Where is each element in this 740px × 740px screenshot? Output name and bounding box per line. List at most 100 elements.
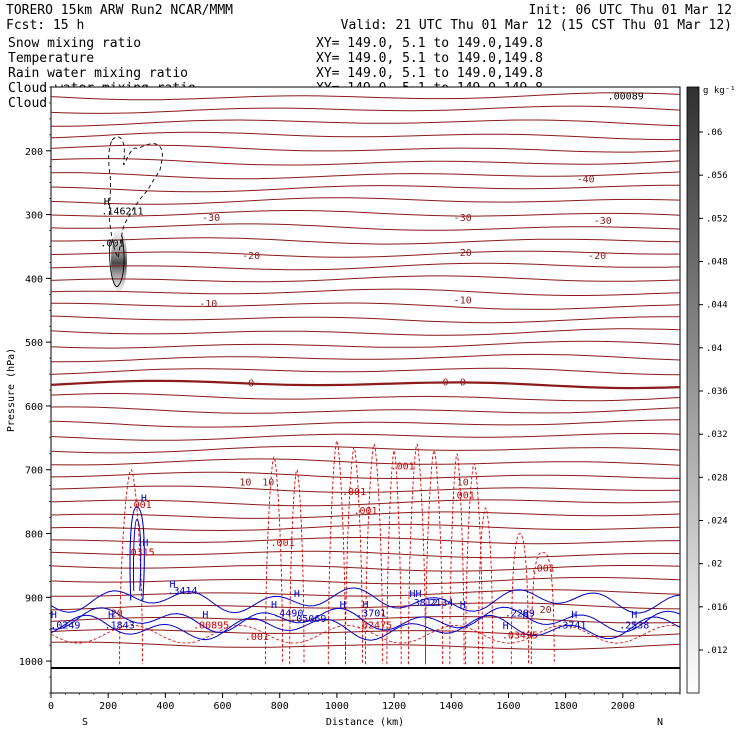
x-tick-label: 1400 — [439, 701, 463, 712]
moisture-label: .001 — [128, 500, 152, 511]
isotherm — [50, 445, 681, 454]
y-tick-label: 400 — [25, 274, 43, 285]
moisture-label: .2538 — [619, 620, 649, 631]
high-marker: H — [460, 600, 466, 611]
moisture-label: .1843 — [105, 620, 135, 631]
snow-contour — [109, 235, 125, 287]
moisture-label: .001 — [451, 490, 475, 501]
legend-xy: XY= 149.0, 5.1 to 149.0,149.8 — [316, 66, 543, 81]
isotherm — [50, 499, 681, 507]
isotherm — [50, 550, 681, 559]
high-marker: H — [571, 610, 577, 621]
isotherm — [50, 250, 680, 258]
cloud-water-contour — [50, 587, 681, 614]
legend-xy: XY= 149.0, 5.1 to 149.0,149.8 — [316, 51, 543, 66]
y-tick-label: 500 — [25, 338, 43, 349]
x-tick-label: 200 — [99, 701, 117, 712]
colorbar-tick-label: .028 — [706, 473, 728, 483]
temperature-label: 0 — [443, 377, 449, 388]
moisture-label: .05069 — [290, 614, 326, 625]
legend-label: Snow mixing ratio — [8, 36, 141, 51]
moisture-label: .3741 — [556, 620, 586, 631]
colorbar-tick-label: .04 — [706, 344, 722, 354]
x-tick-label: 1000 — [325, 701, 349, 712]
high-marker: H — [523, 610, 529, 621]
moisture-label: .03495 — [502, 631, 538, 642]
high-marker: H — [104, 197, 110, 208]
x-axis-start-label: S — [82, 717, 88, 728]
isotherm — [50, 471, 681, 480]
moisture-label: .146211 — [101, 206, 143, 217]
moisture-label: .001 — [245, 632, 269, 643]
x-tick-label: 1800 — [554, 701, 578, 712]
y-axis: 200 300 400 500 600 700 800 900 1000 — [19, 86, 51, 694]
moisture-label: .3812 — [408, 598, 438, 609]
moisture-label: .0249 — [50, 620, 80, 631]
cloud-ice-contour — [108, 136, 163, 260]
rain-contours — [50, 440, 681, 665]
x-axis-label: Distance (km) — [326, 717, 404, 728]
colorbar-tick-label: .032 — [706, 430, 728, 440]
isotherm — [50, 406, 681, 414]
high-marker: H — [51, 610, 57, 621]
isotherm — [50, 537, 681, 545]
isotherm — [50, 353, 681, 363]
temperature-label: -10 — [199, 299, 217, 310]
temperature-label: -30 — [594, 216, 612, 227]
moisture-label: .0315 — [125, 548, 155, 559]
temperature-label: -20 — [588, 251, 606, 262]
rain-low-contour — [50, 624, 681, 644]
rain-contour — [345, 446, 364, 665]
colorbar-tick-label: .06 — [706, 128, 722, 138]
isotherm — [50, 92, 681, 101]
isotherm — [50, 262, 681, 271]
moisture-labels: .00089 .146211 .001 .001 .0315 .3414 .05069.44… — [50, 92, 649, 643]
cloud-water-contour — [50, 606, 681, 633]
rain-contour — [386, 450, 402, 665]
isotherm — [50, 197, 681, 205]
y-tick-label: 1000 — [19, 657, 43, 668]
isotherm — [50, 275, 681, 283]
high-marker: H — [108, 610, 114, 621]
colorbar: g kg⁻¹ .06 .056 .052 .048 .044 .04 .036 .032 .02… — [686, 86, 736, 694]
moisture-label: .001 — [342, 487, 366, 498]
isotherm — [50, 328, 681, 336]
isotherm — [50, 144, 681, 153]
x-tick-label: 2000 — [611, 701, 635, 712]
rain-contour — [465, 462, 484, 665]
rain-contour — [477, 507, 494, 665]
moisture-label: .02475 — [356, 620, 392, 631]
colorbar-tick-label: .012 — [706, 646, 728, 656]
run-title: TORERO 15km ARW Run2 NCAR/MMM — [6, 3, 233, 18]
rain-contour — [264, 456, 284, 665]
x-tick-label: 400 — [156, 701, 174, 712]
cloud-water-column — [129, 506, 145, 601]
moisture-label: .001 — [353, 506, 377, 517]
x-tick-label: 800 — [271, 701, 289, 712]
rain-contour — [365, 443, 384, 665]
moisture-label: .001 — [100, 238, 124, 249]
isotherm — [50, 340, 681, 349]
temperature-label: -30 — [454, 213, 472, 224]
isotherm — [50, 433, 681, 441]
rain-contour — [289, 469, 305, 665]
x-tick-label: 600 — [214, 701, 232, 712]
temperature-label: 0 — [248, 379, 254, 390]
colorbar-tick-label: .036 — [706, 387, 728, 397]
isotherm — [50, 367, 681, 376]
y-axis-label: Pressure (hPa) — [6, 348, 17, 432]
colorbar-ticks: .06 .056 .052 .048 .044 .04 .036 .032 .028 .024 .0… — [699, 128, 728, 656]
isotherm — [50, 458, 681, 466]
high-marker: H — [271, 600, 277, 611]
x-axis: 0 200 400 600 800 1000 1200 1400 1600 1800 2000 — [48, 693, 681, 712]
high-marker: H — [503, 621, 509, 632]
isotherm — [51, 302, 681, 310]
temperature-label: -10 — [454, 296, 472, 307]
legend-label: Temperature — [8, 51, 94, 66]
isotherm — [50, 210, 681, 217]
moisture-label: .001 — [271, 538, 295, 549]
high-marker: H — [340, 600, 346, 611]
isotherm — [50, 511, 681, 519]
isotherm — [50, 315, 680, 324]
